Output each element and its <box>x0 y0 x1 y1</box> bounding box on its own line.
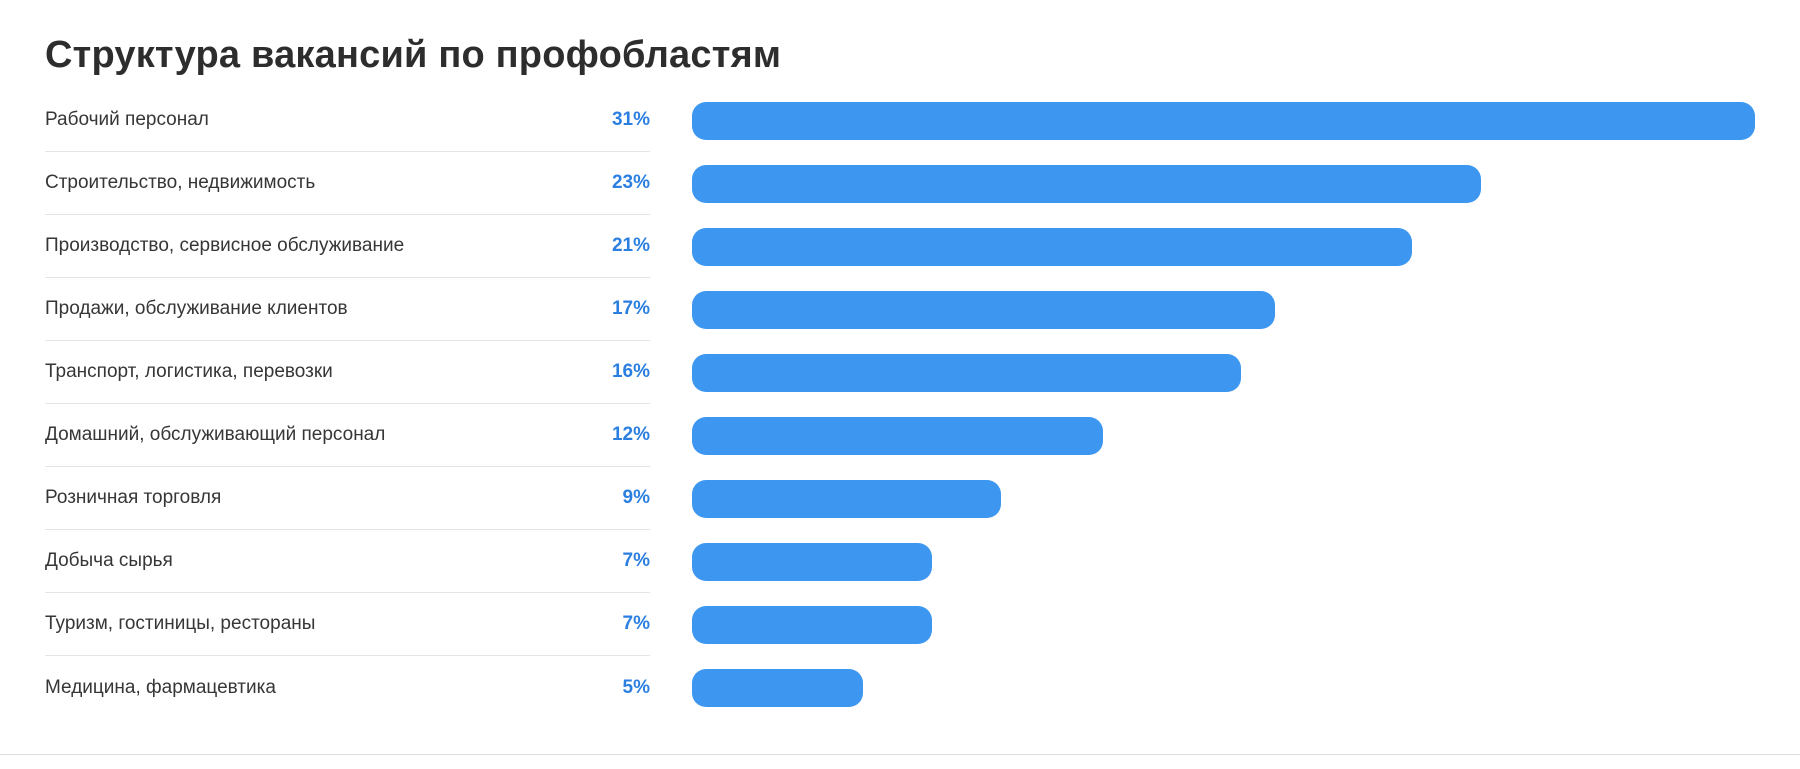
bar-track <box>692 467 1755 530</box>
chart-row: Туризм, гостиницы, рестораны 7% <box>45 593 1755 656</box>
bar <box>692 353 1241 392</box>
category-label: Розничная торговля <box>45 487 222 508</box>
category-label: Транспорт, логистика, перевозки <box>45 361 333 382</box>
category-label: Строительство, недвижимость <box>45 172 316 193</box>
bar-track <box>692 89 1755 152</box>
bar-track <box>692 152 1755 215</box>
bar-track <box>692 215 1755 278</box>
row-left: Туризм, гостиницы, рестораны 7% <box>45 593 650 656</box>
value-label: 12% <box>611 424 650 445</box>
value-label: 9% <box>622 487 650 508</box>
row-left: Розничная торговля 9% <box>45 467 650 530</box>
category-label: Домашний, обслуживающий персонал <box>45 424 386 445</box>
row-left: Медицина, фармацевтика 5% <box>45 656 650 719</box>
row-left: Домашний, обслуживающий персонал 12% <box>45 404 650 467</box>
row-left: Добыча сырья 7% <box>45 530 650 593</box>
value-label: 23% <box>611 172 650 193</box>
row-left: Строительство, недвижимость 23% <box>45 152 650 215</box>
value-label: 21% <box>611 235 650 256</box>
bar-track <box>692 530 1755 593</box>
chart-row: Добыча сырья 7% <box>45 530 1755 593</box>
bar <box>692 605 933 644</box>
category-label: Рабочий персонал <box>45 109 209 130</box>
value-label: 5% <box>622 676 650 698</box>
chart-row: Домашний, обслуживающий персонал 12% <box>45 404 1755 467</box>
chart-rows: Рабочий персонал 31% Строительство, недвиж… <box>45 89 1755 719</box>
chart-row: Продажи, обслуживание клиентов 17% <box>45 278 1755 341</box>
bar <box>692 101 1755 140</box>
bar-track <box>692 404 1755 467</box>
bar-track <box>692 278 1755 341</box>
category-label: Добыча сырья <box>45 550 173 571</box>
value-label: 31% <box>611 109 650 130</box>
bar <box>692 290 1275 329</box>
chart-row: Производство, сервисное обслуживание 21% <box>45 215 1755 278</box>
bar-track <box>692 656 1755 719</box>
bar <box>692 479 1001 518</box>
row-left: Продажи, обслуживание клиентов 17% <box>45 278 650 341</box>
chart-row: Розничная торговля 9% <box>45 467 1755 530</box>
category-label: Медицина, фармацевтика <box>45 676 276 698</box>
bar <box>692 416 1104 455</box>
bar <box>692 227 1413 266</box>
chart-row: Транспорт, логистика, перевозки 16% <box>45 341 1755 404</box>
bar-track <box>692 341 1755 404</box>
value-label: 7% <box>622 613 650 634</box>
chart-row: Рабочий персонал 31% <box>45 89 1755 152</box>
category-label: Производство, сервисное обслуживание <box>45 235 405 256</box>
bar <box>692 164 1481 203</box>
row-left: Производство, сервисное обслуживание 21% <box>45 215 650 278</box>
chart-row: Строительство, недвижимость 23% <box>45 152 1755 215</box>
page-title: Структура вакансий по профобластям <box>45 34 782 76</box>
value-label: 17% <box>611 298 650 319</box>
row-left: Транспорт, логистика, перевозки 16% <box>45 341 650 404</box>
category-label: Туризм, гостиницы, рестораны <box>45 613 316 634</box>
category-label: Продажи, обслуживание клиентов <box>45 298 348 319</box>
bar-track <box>692 593 1755 656</box>
value-label: 16% <box>611 361 650 382</box>
bar <box>692 542 933 581</box>
chart-row: Медицина, фармацевтика 5% <box>45 656 1755 719</box>
row-left: Рабочий персонал 31% <box>45 89 650 152</box>
bar <box>692 668 864 707</box>
value-label: 7% <box>622 550 650 571</box>
